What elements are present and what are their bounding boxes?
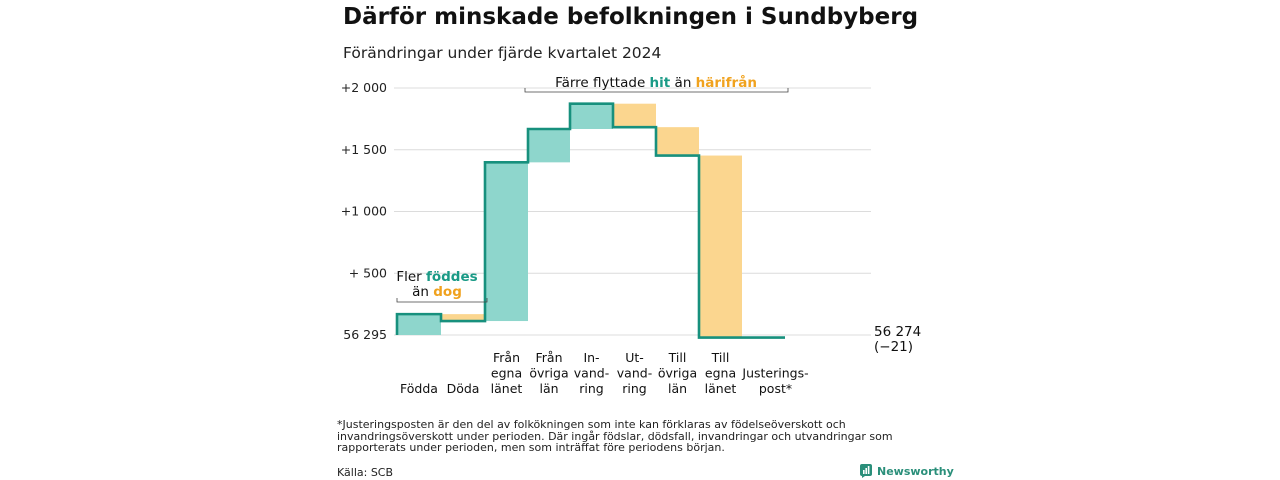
annotation-text: än: [412, 284, 433, 300]
x-category-label: ring: [622, 381, 646, 396]
x-category-label: Till: [711, 350, 730, 365]
x-category-label: vand-: [617, 366, 652, 381]
x-category-label: Födda: [400, 381, 438, 396]
x-category-label: Från: [535, 350, 562, 365]
waterfall-bar: [699, 155, 742, 338]
x-category-label: Döda: [447, 381, 480, 396]
x-category-label: Från: [493, 350, 520, 365]
x-category-label: övriga: [658, 366, 697, 381]
x-category-label: Justerings-: [741, 366, 808, 381]
source-label: Källa: SCB: [337, 466, 394, 479]
annotation-highlight-orange: dog: [433, 284, 462, 300]
annotation-births-line2: än dog: [412, 284, 462, 300]
x-category-label: län: [539, 381, 558, 396]
y-tick-label: 56 295: [343, 327, 387, 342]
waterfall-bar: [397, 314, 441, 335]
waterfall-bar: [613, 103, 656, 128]
end-value-label: 56 274: [874, 324, 921, 340]
x-category-label: Till: [668, 350, 687, 365]
brand-logo[interactable]: Newsworthy: [860, 464, 954, 478]
x-category-label: post*: [759, 381, 792, 396]
annotation-text: än: [670, 75, 695, 91]
brand-name: Newsworthy: [877, 464, 954, 478]
annotation-highlight-orange: härifrån: [696, 74, 757, 91]
x-category-label: Ut-: [625, 350, 644, 365]
x-category-label: egna: [491, 366, 522, 381]
waterfall-bar: [656, 127, 699, 156]
x-category-label: övriga: [529, 366, 568, 381]
end-value-label: (−21): [874, 339, 913, 355]
newsworthy-logo-icon: [860, 464, 872, 478]
running-total-line: [395, 102, 785, 339]
x-category-label: länet: [491, 381, 523, 396]
chart-title: Därför minskade befolkningen i Sundbyber…: [343, 4, 919, 30]
waterfall-bar: [528, 129, 570, 163]
annotation-text: Färre flyttade: [555, 75, 649, 91]
annotation-births-line1: Fler föddes: [396, 269, 477, 285]
annotation-text: Fler: [396, 269, 426, 285]
footnote: *Justeringsposten är den del av folkökni…: [337, 418, 893, 454]
waterfall-bar: [441, 314, 485, 322]
annotation-bracket: [396, 298, 488, 303]
x-category-label: län: [668, 381, 687, 396]
annotation-highlight-teal: föddes: [426, 269, 478, 285]
annotation-bracket: [524, 88, 789, 93]
y-tick-label: +2 000: [341, 80, 387, 95]
annotation-highlight-teal: hit: [650, 75, 671, 91]
waterfall-bar: [570, 103, 613, 130]
x-category-label: egna: [705, 366, 736, 381]
waterfall-bar: [485, 162, 528, 322]
y-tick-label: +1 000: [341, 204, 387, 219]
x-category-label: In-: [583, 350, 599, 365]
x-category-label: ring: [579, 381, 603, 396]
waterfall-chart: 56 295 + 500 +1 000 +1 500 +2 000 Födda Döda F…: [341, 74, 922, 396]
x-category-label: vand-: [574, 366, 609, 381]
x-category-label: länet: [705, 381, 737, 396]
chart-subtitle: Förändringar under fjärde kvartalet 2024: [343, 44, 662, 62]
y-tick-label: + 500: [349, 265, 387, 280]
y-tick-label: +1 500: [341, 142, 387, 157]
annotation-moves: Färre flyttade hit än härifrån: [555, 74, 757, 91]
